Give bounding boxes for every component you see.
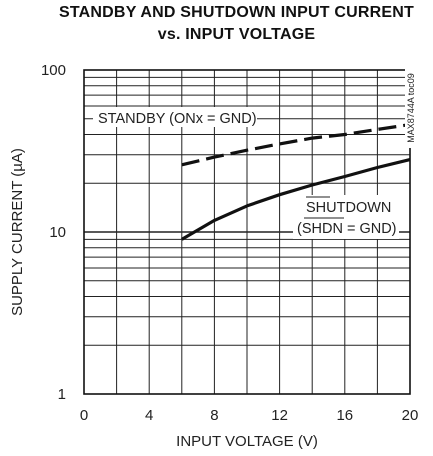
y-axis-label: SUPPLY CURRENT (µA) — [9, 148, 26, 316]
shutdown-label-bg — [293, 195, 399, 239]
shutdown-label-line-2: (SHDN = GND) — [297, 221, 397, 237]
standby-label-bg — [93, 107, 257, 127]
x-tick-label: 0 — [80, 407, 88, 424]
part-tag: MAX8744A toc09 — [406, 73, 416, 143]
series-standby-line — [181, 123, 411, 167]
x-tick-label: 4 — [145, 407, 153, 424]
standby-label: STANDBY (ONx = GND) — [98, 111, 257, 127]
tick-labels: 0 4 8 12 16 20 1 10 100 — [41, 62, 418, 424]
x-tick-label: 8 — [210, 407, 218, 424]
series-shutdown-line — [180, 158, 411, 241]
x-tick-label: 20 — [402, 407, 419, 424]
shutdown-label-line-1: SHUTDOWN — [306, 200, 391, 216]
x-tick-label: 12 — [271, 407, 288, 424]
y-tick-label: 1 — [58, 386, 66, 403]
chart-title-line-2: vs. INPUT VOLTAGE — [157, 26, 316, 43]
y-tick-label: 100 — [41, 62, 66, 79]
y-tick-label: 10 — [49, 224, 66, 241]
part-tag-bg — [405, 68, 417, 148]
series-group — [180, 123, 411, 241]
x-tick-label: 16 — [336, 407, 353, 424]
plot-frame — [83, 69, 411, 395]
chart-title-line-1: STANDBY AND SHUTDOWN INPUT CURRENT — [59, 4, 414, 21]
x-axis-label: INPUT VOLTAGE (V) — [176, 433, 318, 450]
